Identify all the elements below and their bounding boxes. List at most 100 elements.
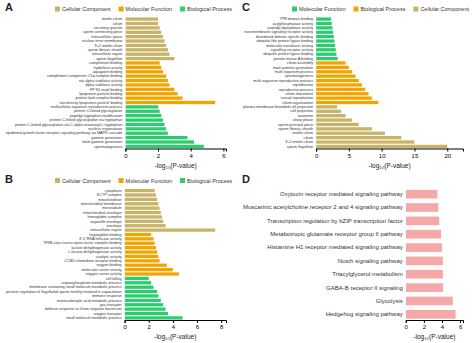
panel-title: C [242, 1, 250, 13]
y-tick: oxygen binding [97, 263, 122, 267]
bar [316, 96, 372, 99]
bar [316, 17, 331, 20]
bar [125, 110, 159, 113]
bar [406, 243, 442, 252]
y-tick: cilium [113, 22, 123, 26]
x-axis-line [126, 149, 227, 152]
y-tick-label: ciliary phase [292, 118, 313, 122]
x-tick: 2 [423, 320, 427, 330]
y-tick: plasma membrane bounded cell projection [243, 105, 313, 109]
y-tick: nucleus organization [88, 127, 122, 131]
x-tick-mark [149, 320, 150, 323]
legend-item: Biological Process [180, 6, 232, 12]
x-tick-mark [223, 149, 224, 152]
y-axis: motile ciliumciliumsecretory granulesper… [6, 17, 123, 148]
bar [125, 96, 182, 99]
y-tick-label: small molecule metabolic process [66, 316, 122, 320]
x-tick: 2 [148, 320, 152, 330]
y-tick: 9+2 motile cilium [95, 44, 123, 48]
bar [125, 61, 159, 64]
x-axis-label: -log₁₀(P-value) [368, 162, 410, 170]
y-tick: haptoglobin binding [89, 233, 121, 237]
y-tick: Oxytocin receptor mediated signaling pat… [280, 191, 403, 197]
y-tick-label: male gamete generation [82, 140, 122, 144]
bar [125, 44, 166, 47]
y-tick: KCTP complex [97, 193, 122, 197]
bar [316, 136, 401, 139]
x-tick-label: 0 [123, 324, 127, 330]
x-tick-mark [349, 149, 350, 152]
y-tick: sperm fibrous sheath [278, 127, 313, 131]
y-tick-label: acylphosphatase activity [273, 22, 313, 26]
y-tick-label: GABA-B receptor II signaling [326, 285, 403, 291]
y-tick-label: sperm connecting piece [83, 30, 122, 34]
legend-label: Molecular Function [299, 6, 345, 12]
legend-swatch [119, 7, 124, 12]
y-tick-label: oxygen binding [97, 263, 122, 267]
x-tick-label: 15 [412, 153, 419, 159]
x-tick: 5 [348, 149, 352, 159]
bar [316, 132, 385, 135]
y-tick-label: TPR domain binding [279, 17, 313, 21]
x-tick-label: 4 [172, 324, 176, 330]
y-tick-label: KCTP complex [97, 193, 122, 197]
legend-swatch [353, 7, 358, 12]
bar [316, 127, 372, 130]
y-tick-label: defense response to Gram-negative bacter… [45, 307, 122, 311]
x-tick: 6 [196, 320, 200, 330]
x-tick-mark [191, 149, 192, 152]
y-tick: alpha stabilase activity [85, 83, 122, 87]
bar [125, 294, 159, 297]
x-tick: 6 [459, 320, 463, 330]
x-tick-label: 4 [441, 324, 445, 330]
panel: cytoplasmKCTP complexmitochondrionmitoch… [5, 173, 232, 342]
y-tick-label: organophosphate metabolic process [62, 281, 122, 285]
y-tick-label: membrane containing small molecule metab… [29, 285, 122, 289]
y-tick-label: spermatogenesis [94, 145, 122, 149]
y-tick: protein C-linked glycosylation [74, 109, 122, 113]
y-tick: spermatogenesis [94, 145, 122, 149]
bar [316, 39, 334, 42]
x-tick-label: 20 [444, 153, 451, 159]
plot-area: motile ciliumciliumsecretory granulesper… [6, 17, 227, 169]
y-tick-label: hydrolase activity [94, 66, 123, 70]
bar [125, 31, 161, 34]
x-tick-label: 6 [459, 324, 463, 330]
y-tick-label: mitochondrial membrane [81, 202, 122, 206]
legend: Molecular FunctionBiological ProcessCell… [292, 6, 469, 12]
y-axis: Oxytocin receptor mediated signaling pat… [243, 191, 403, 317]
bar [316, 22, 332, 25]
bar [125, 75, 166, 78]
bar [406, 203, 439, 212]
bar [316, 26, 332, 29]
y-tick: hemoglobin complex [87, 215, 121, 219]
y-tick: Transcription regulation by bZIP transcr… [267, 218, 403, 224]
figure: motile ciliumciliumsecretory granulesper… [0, 0, 474, 343]
y-tick-label: protein lipid complex binding [75, 96, 122, 100]
y-tick: secretory granule [94, 26, 123, 30]
y-tick-label: cilium organization [282, 101, 313, 105]
y-tick: Metabotropic glutamate receptor group II… [270, 231, 402, 237]
y-tick: protein C-linked glycosylation via trypt… [50, 118, 123, 122]
legend-item: Molecular Function [119, 178, 172, 184]
y-tick-label: sperm fibrous sheath [278, 127, 313, 131]
y-tick-label: reproductive process [279, 88, 314, 92]
bar [316, 101, 378, 104]
x-tick-label: 6 [222, 153, 226, 159]
bar [316, 88, 365, 91]
panel-title: B [5, 173, 13, 185]
legend: Cellular ComponentMolecular FunctionBiol… [55, 6, 232, 12]
y-tick: microtubule [102, 206, 121, 210]
y-tick: oxygen carrier activity [86, 272, 122, 276]
legend-label: Biological Process [360, 6, 405, 12]
y-tick: envelope [106, 224, 121, 228]
y-tick: sperm fibrous sheath [88, 48, 123, 52]
bar [125, 57, 174, 60]
bar [125, 88, 174, 91]
bar [125, 299, 161, 302]
bar [125, 105, 158, 108]
plot-area: Oxytocin receptor mediated signaling pat… [243, 190, 464, 341]
y-tick: peptidyl-tryptophan modification [70, 114, 123, 118]
bar [125, 259, 160, 262]
bar [316, 53, 336, 56]
